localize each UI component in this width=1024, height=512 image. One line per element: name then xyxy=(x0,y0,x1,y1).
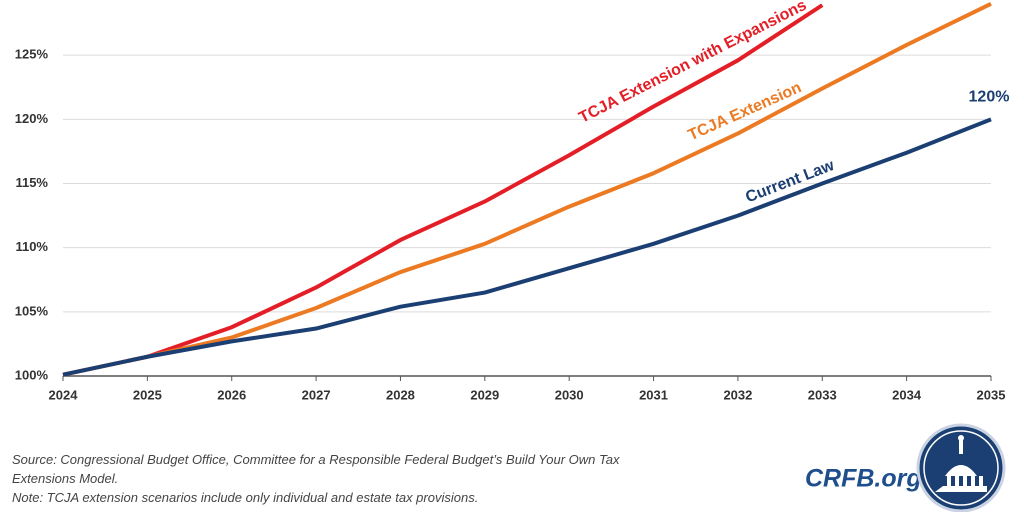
series-line xyxy=(62,3,824,377)
y-tick-label: 105% xyxy=(15,303,49,318)
y-tick-label: 120% xyxy=(15,111,49,126)
x-tick-label: 2029 xyxy=(470,387,499,402)
y-tick-label: 115% xyxy=(15,175,48,190)
logo xyxy=(916,423,1006,512)
x-tick-label: 2032 xyxy=(723,387,752,402)
source-note: Source: Congressional Budget Office, Com… xyxy=(12,452,620,467)
x-tick-label: 2028 xyxy=(386,387,415,402)
series-label: TCJA Extension xyxy=(686,79,804,144)
x-tick-label: 2025 xyxy=(133,387,162,402)
y-tick-label: 110% xyxy=(15,239,48,254)
x-tick-label: 2031 xyxy=(639,387,668,402)
x-tick-label: 2026 xyxy=(217,387,246,402)
x-tick-label: 2024 xyxy=(49,387,79,402)
x-tick-label: 2027 xyxy=(302,387,331,402)
value-label: 120% xyxy=(969,89,1010,106)
source-note: Extensions Model. xyxy=(12,471,118,486)
series-line xyxy=(62,117,992,377)
x-tick-label: 2034 xyxy=(892,387,922,402)
y-tick-label: 125% xyxy=(15,47,49,62)
brand: CRFB.org xyxy=(805,465,922,493)
x-tick-label: 2033 xyxy=(808,387,837,402)
x-tick-label: 2030 xyxy=(555,387,584,402)
series-line xyxy=(62,2,992,377)
x-tick-label: 2035 xyxy=(977,387,1006,402)
y-tick-label: 100% xyxy=(15,367,49,382)
note: Note: TCJA extension scenarios include o… xyxy=(12,490,478,505)
